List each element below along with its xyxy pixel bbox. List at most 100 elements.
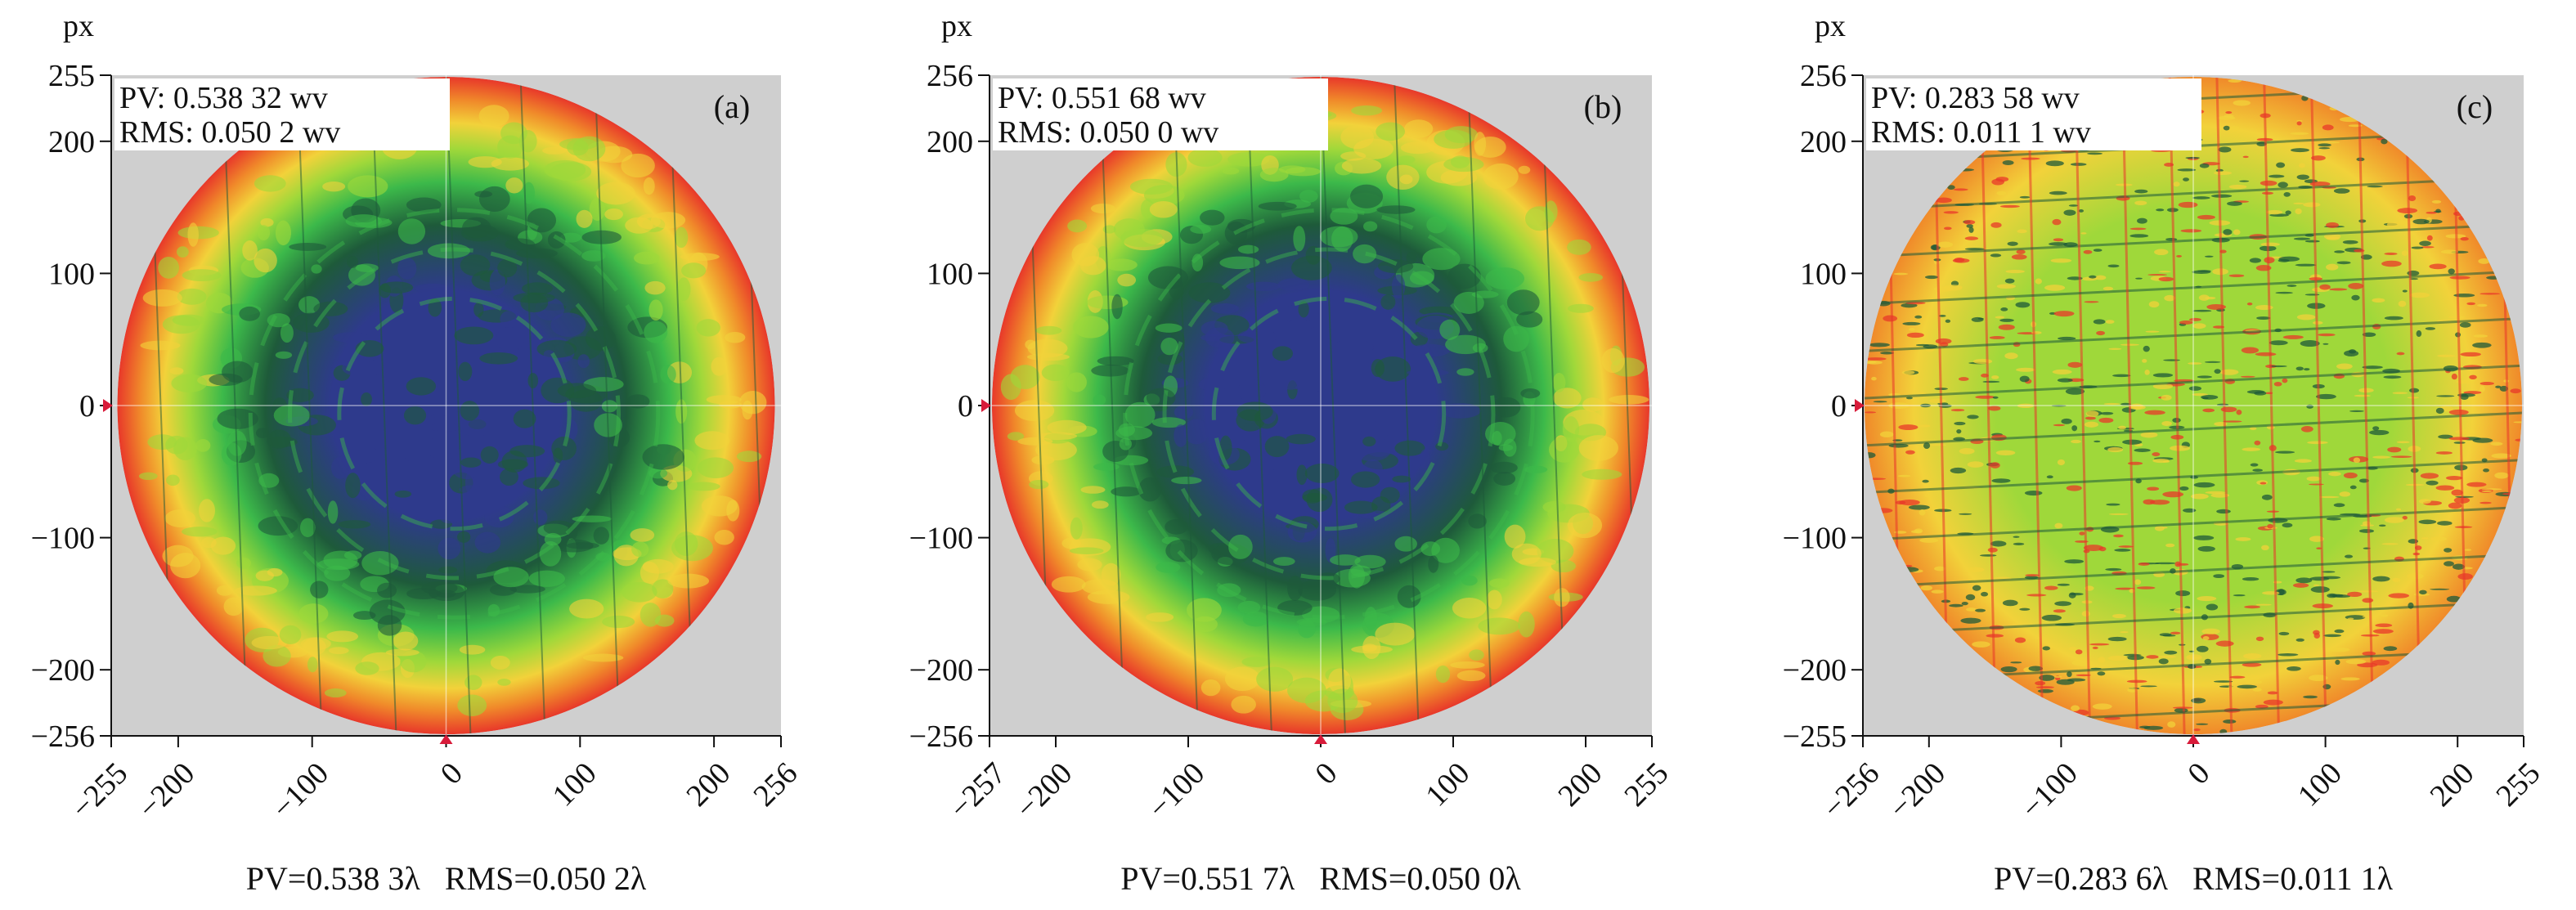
- texture-blob: [2249, 258, 2262, 263]
- texture-blob: [2339, 491, 2351, 497]
- texture-blob: [602, 615, 635, 629]
- texture-blob: [2041, 614, 2062, 621]
- texture-blob: [2052, 218, 2062, 226]
- texture-blob: [1456, 368, 1474, 376]
- texture-blob: [169, 367, 184, 375]
- texture-blob: [348, 175, 388, 198]
- ring-feature: [288, 247, 621, 581]
- texture-blob: [2054, 675, 2062, 679]
- texture-blob: [2013, 542, 2025, 546]
- texture-blob: [2197, 545, 2215, 552]
- texture-blob: [2105, 320, 2115, 324]
- texture-blob: [1120, 228, 1163, 248]
- texture-blob: [2278, 182, 2288, 188]
- origin-marker-y: [981, 399, 991, 412]
- y-axis-unit: px: [941, 9, 972, 43]
- texture-blob: [1327, 688, 1358, 714]
- texture-blob: [1245, 281, 1281, 291]
- texture-blob: [2197, 270, 2211, 272]
- texture-blob: [1964, 236, 1979, 240]
- x-tick-label: 100: [546, 756, 604, 814]
- texture-blob: [2348, 283, 2364, 289]
- texture-blob: [544, 159, 586, 180]
- x-tick-label: 100: [1419, 756, 1476, 814]
- texture-blob: [2016, 249, 2026, 254]
- texture-blob: [2340, 677, 2360, 681]
- texture-blob: [1237, 600, 1261, 614]
- pv-value: PV: 0.538 32 wv: [119, 81, 328, 115]
- texture-blob: [2202, 635, 2210, 641]
- texture-blob: [2035, 686, 2054, 689]
- texture-blob: [2180, 229, 2202, 233]
- texture-blob: [2278, 256, 2300, 262]
- texture-blob: [195, 439, 211, 452]
- texture-blob: [2306, 476, 2321, 482]
- texture-blob: [2255, 352, 2277, 356]
- texture-blob: [1924, 494, 1931, 498]
- texture-blob: [1489, 578, 1510, 588]
- texture-blob: [2158, 276, 2174, 282]
- texture-blob: [1486, 589, 1502, 610]
- texture-blob: [2145, 330, 2160, 333]
- texture-blob: [2192, 392, 2208, 397]
- texture-blob: [1149, 200, 1178, 218]
- texture-blob: [1344, 500, 1378, 514]
- texture-blob: [1483, 163, 1519, 190]
- texture-blob: [1909, 328, 1915, 331]
- texture-blob: [1350, 565, 1371, 577]
- texture-blob: [2402, 289, 2408, 293]
- texture-blob: [2276, 162, 2286, 168]
- texture-blob: [1869, 343, 1890, 347]
- texture-blob: [2435, 407, 2444, 415]
- texture-blob: [2398, 300, 2407, 307]
- texture-blob: [725, 332, 746, 343]
- texture-blob: [701, 495, 738, 517]
- texture-blob: [2260, 242, 2280, 247]
- texture-blob: [2225, 111, 2233, 114]
- texture-blob: [1329, 554, 1361, 566]
- texture-blob: [1277, 599, 1313, 616]
- texture-blob: [300, 637, 331, 651]
- texture-blob: [2054, 601, 2072, 607]
- texture-blob: [166, 474, 180, 486]
- texture-blob: [2322, 343, 2329, 345]
- texture-blob: [1157, 352, 1183, 365]
- texture-blob: [1935, 338, 1952, 344]
- texture-blob: [2480, 293, 2501, 295]
- texture-blob: [2292, 583, 2309, 588]
- texture-blob: [1241, 657, 1272, 667]
- y-tick-label: −255: [1783, 719, 1847, 754]
- texture-blob: [2078, 209, 2085, 213]
- y-tick-label: −100: [1783, 522, 1847, 556]
- texture-blob: [2283, 191, 2291, 197]
- texture-blob: [2295, 263, 2317, 267]
- texture-blob: [2185, 156, 2201, 159]
- texture-blob: [2148, 301, 2160, 308]
- texture-blob: [1991, 478, 2011, 483]
- texture-blob: [2358, 529, 2374, 533]
- texture-blob: [2412, 218, 2430, 225]
- texture-blob: [1291, 255, 1332, 280]
- texture-blob: [697, 457, 734, 479]
- texture-blob: [1553, 388, 1582, 409]
- texture-blob: [479, 352, 518, 365]
- texture-blob: [1506, 289, 1540, 316]
- texture-blob: [2296, 119, 2303, 123]
- texture-blob: [235, 585, 277, 596]
- texture-blob: [2067, 678, 2086, 682]
- texture-blob: [310, 581, 329, 598]
- texture-blob: [1932, 244, 1938, 250]
- texture-blob: [2123, 653, 2142, 657]
- texture-blob: [513, 342, 531, 350]
- texture-blob: [1392, 475, 1411, 483]
- texture-blob: [2045, 160, 2064, 167]
- texture-blob: [434, 493, 445, 518]
- texture-blob: [2098, 657, 2106, 663]
- texture-blob: [260, 217, 274, 227]
- texture-blob: [2024, 490, 2043, 496]
- texture-blob: [1090, 204, 1115, 214]
- texture-blob: [2071, 439, 2081, 444]
- texture-blob: [2098, 417, 2114, 424]
- texture-blob: [2263, 699, 2283, 706]
